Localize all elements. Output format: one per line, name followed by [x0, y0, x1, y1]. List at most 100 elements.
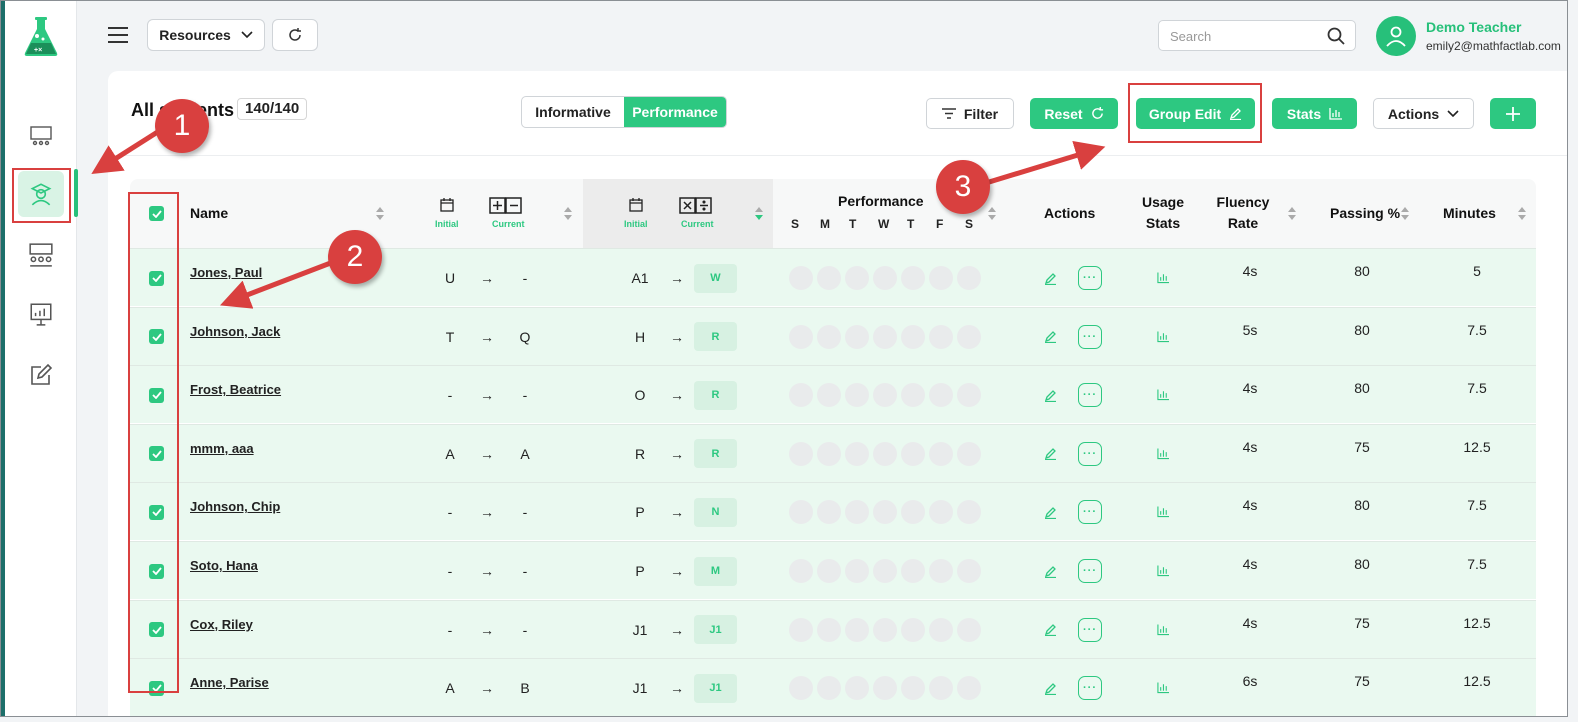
resources-label: Resources [159, 27, 231, 43]
row-checkbox[interactable] [149, 563, 164, 579]
row-checkbox[interactable] [149, 622, 164, 638]
annotation-badge-2: 2 [328, 230, 382, 284]
edit-pencil-icon[interactable] [1042, 308, 1058, 366]
day-dot [873, 500, 897, 525]
more-options-icon[interactable]: ··· [1078, 266, 1102, 290]
tab-informative[interactable]: Informative [535, 104, 611, 120]
usage-stats-icon[interactable] [1155, 601, 1171, 659]
student-name-link[interactable]: mmm, aaa [190, 440, 254, 456]
more-options-icon[interactable]: ··· [1078, 500, 1102, 525]
name-header[interactable]: Name [190, 205, 229, 221]
add-sub-initial: T [445, 328, 455, 345]
avatar[interactable] [1376, 16, 1416, 56]
usage-stats-icon[interactable] [1155, 366, 1171, 424]
row-checkbox-cell [149, 483, 164, 541]
sort-minutes-icon[interactable] [1518, 207, 1526, 221]
mult-div-initial: H [634, 328, 646, 345]
sidebar-item-edit[interactable] [25, 359, 57, 391]
student-name-link[interactable]: Anne, Parise [190, 675, 269, 691]
filter-button[interactable]: Filter [926, 98, 1014, 129]
usage-stats-icon[interactable] [1155, 308, 1171, 366]
row-checkbox[interactable] [149, 504, 164, 520]
edit-pencil-icon[interactable] [1042, 249, 1058, 307]
usage-stats-icon[interactable] [1155, 659, 1171, 716]
resources-dropdown[interactable]: Resources [147, 19, 265, 51]
sort-mult-div-icon[interactable] [755, 207, 763, 221]
bar-chart-icon [1329, 107, 1343, 120]
level-badge: N [694, 497, 737, 527]
more-options-icon[interactable]: ··· [1078, 559, 1102, 583]
fluency-line2: Rate [1227, 215, 1259, 231]
search-icon[interactable] [1327, 27, 1345, 45]
day-dot [929, 559, 953, 583]
sort-passing-icon[interactable] [1401, 207, 1409, 221]
day-dot [845, 559, 869, 583]
sort-add-sub-icon[interactable] [564, 207, 572, 221]
mult-div-current-cell: R [694, 425, 737, 483]
edit-pencil-icon[interactable] [1042, 483, 1058, 541]
row-checkbox[interactable] [149, 387, 164, 403]
student-name-link[interactable]: Cox, Riley [190, 616, 253, 632]
add-sub-initial: U [444, 270, 456, 286]
edit-pencil-icon[interactable] [1042, 425, 1058, 483]
sidebar-item-classroom[interactable] [25, 120, 57, 152]
arrow-right-icon: → [670, 563, 684, 579]
sidebar-item-students[interactable] [18, 171, 64, 217]
usage-stats-icon[interactable] [1155, 249, 1171, 307]
reset-button[interactable]: Reset [1030, 98, 1118, 129]
row-checkbox[interactable] [149, 329, 164, 345]
select-all-checkbox[interactable] [149, 206, 164, 221]
tab-performance[interactable]: Performance [624, 97, 726, 127]
usage-stats-icon[interactable] [1155, 425, 1171, 483]
day-dot [817, 383, 841, 408]
sort-name-icon[interactable] [376, 207, 384, 221]
student-name-link[interactable]: Frost, Beatrice [190, 382, 282, 398]
group-edit-button[interactable]: Group Edit [1136, 98, 1255, 129]
refresh-button[interactable] [272, 19, 318, 51]
more-options-icon[interactable]: ··· [1078, 383, 1102, 408]
add-sub-initial: - [447, 387, 453, 404]
fluency-rate-header[interactable]: Fluency Rate [1214, 192, 1272, 234]
row-checkbox[interactable] [149, 446, 164, 462]
more-options-cell: ··· [1077, 366, 1103, 424]
stats-button[interactable]: Stats [1272, 98, 1357, 129]
more-options-icon[interactable]: ··· [1078, 441, 1102, 466]
student-name-link[interactable]: Soto, Hana [190, 558, 258, 573]
minutes-header[interactable]: Minutes [1443, 205, 1496, 221]
top-bar: Resources Search Demo Teacher emily2@mat… [78, 1, 1567, 71]
student-name-link[interactable]: Johnson, Chip [190, 499, 281, 515]
usage-stats-icon[interactable] [1155, 542, 1171, 600]
more-options-icon[interactable]: ··· [1078, 676, 1102, 701]
edit-pencil-icon[interactable] [1042, 659, 1058, 716]
row-checkbox[interactable] [149, 270, 164, 286]
edit-pencil-icon[interactable] [1042, 601, 1058, 659]
more-options-icon[interactable]: ··· [1078, 324, 1102, 349]
sort-fluency-icon[interactable] [1288, 207, 1296, 221]
student-name-link[interactable]: Johnson, Jack [190, 323, 281, 339]
sort-performance-icon[interactable] [988, 207, 996, 221]
arrow-right-icon: → [670, 621, 684, 638]
student-name-link[interactable]: Jones, Paul [190, 265, 263, 280]
arrow-right-icon: → [670, 270, 684, 286]
sidebar-item-groups[interactable] [25, 239, 57, 271]
day-dot [817, 441, 841, 466]
user-name[interactable]: Demo Teacher [1426, 19, 1522, 35]
edit-pencil-icon[interactable] [1042, 542, 1058, 600]
hamburger-menu-icon[interactable] [108, 27, 128, 43]
more-options-icon[interactable]: ··· [1078, 617, 1102, 642]
actions-dropdown[interactable]: Actions [1373, 98, 1474, 129]
day-dot [901, 441, 925, 466]
arrow-right-icon: → [480, 328, 494, 345]
passing-header[interactable]: Passing % [1330, 205, 1401, 221]
refresh-icon [1091, 107, 1103, 119]
usage-stats-icon[interactable] [1155, 483, 1171, 541]
day-label: M [820, 217, 830, 231]
edit-pencil-icon[interactable] [1042, 366, 1058, 424]
search-input[interactable]: Search [1158, 20, 1356, 51]
add-sub-initial: A [445, 445, 455, 462]
add-student-button[interactable] [1490, 98, 1536, 129]
day-dot [873, 676, 897, 701]
day-dot [789, 617, 813, 642]
sidebar-item-reports[interactable] [25, 298, 57, 330]
app-logo-icon[interactable]: +× [23, 17, 59, 57]
